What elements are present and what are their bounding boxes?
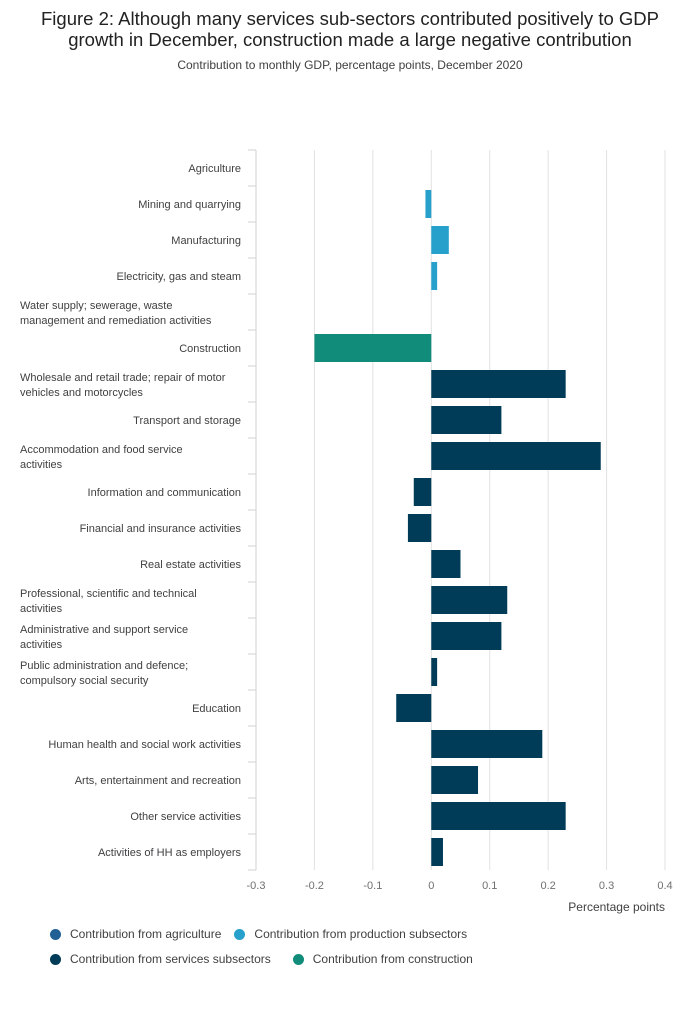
- bar-10: [407, 514, 432, 542]
- x-tick-label: -0.1: [363, 880, 382, 892]
- category-label: management and remediation activities: [20, 315, 212, 327]
- bar-13: [431, 622, 502, 650]
- x-tick-label: -0.3: [247, 880, 266, 892]
- category-label: Public administration and defence;: [20, 660, 188, 672]
- category-label: Agriculture: [188, 163, 241, 175]
- category-label: activities: [20, 603, 63, 615]
- legend-label-services: Contribution from services subsectors: [70, 952, 271, 966]
- category-label: Information and communication: [88, 487, 241, 499]
- bar-15: [396, 694, 432, 722]
- legend-swatch-construction: [292, 953, 304, 965]
- legend-item-production: Contribution from production subsectors: [234, 927, 467, 941]
- bar-7: [431, 406, 502, 434]
- x-tick-label: 0.2: [540, 880, 555, 892]
- category-label: Construction: [179, 343, 241, 355]
- legend-row-1: Contribution from agriculture Contributi…: [50, 927, 477, 941]
- legend-swatch-services: [50, 953, 61, 965]
- x-tick-label: 0.3: [599, 880, 614, 892]
- category-label: Accommodation and food service: [20, 444, 183, 456]
- legend-label-construction: Contribution from construction: [312, 952, 473, 966]
- category-label: Education: [192, 703, 241, 715]
- category-label: compulsory social security: [20, 675, 149, 687]
- bar-17: [431, 766, 479, 794]
- chart-subtitle: Contribution to monthly GDP, percentage …: [177, 58, 523, 72]
- legend-label-production: Contribution from production subsectors: [254, 927, 468, 941]
- bar-1: [425, 190, 432, 218]
- category-label: Administrative and support service: [20, 624, 188, 636]
- bar-16: [431, 730, 543, 758]
- chart-title: Figure 2: Although many services sub-sec…: [10, 8, 690, 50]
- bar-6: [431, 370, 566, 398]
- bar-19: [431, 838, 443, 866]
- category-label: Professional, scientific and technical: [20, 588, 197, 600]
- bar-18: [431, 802, 566, 830]
- legend-item-services: Contribution from services subsectors: [50, 952, 271, 966]
- bar-14: [431, 658, 438, 686]
- bar-9: [413, 478, 432, 506]
- category-label: Transport and storage: [133, 415, 241, 427]
- category-label: Manufacturing: [171, 235, 241, 247]
- category-label: Mining and quarrying: [138, 199, 241, 211]
- legend-swatch-agriculture: [50, 928, 61, 940]
- category-label: activities: [20, 639, 63, 651]
- category-label: Human health and social work activities: [48, 739, 241, 751]
- category-label: Activities of HH as employers: [98, 847, 242, 859]
- category-label: vehicles and motorcycles: [20, 387, 143, 399]
- legend-item-agriculture: Contribution from agriculture: [50, 927, 221, 941]
- legend-item-construction: Contribution from construction: [292, 952, 473, 966]
- category-label: Other service activities: [130, 811, 241, 823]
- x-tick-label: -0.2: [305, 880, 324, 892]
- bar-11: [431, 550, 461, 578]
- chart-title-line-1: Figure 2: Although many services sub-sec…: [41, 8, 659, 29]
- category-label: activities: [20, 459, 63, 471]
- x-axis-title: Percentage points: [568, 900, 665, 914]
- bar-12: [431, 586, 508, 614]
- category-label: Real estate activities: [140, 559, 241, 571]
- legend-label-agriculture: Contribution from agriculture: [70, 927, 222, 941]
- bar-5: [314, 334, 432, 362]
- category-label: Financial and insurance activities: [80, 523, 242, 535]
- x-tick-label: 0: [428, 880, 434, 892]
- bar-8: [431, 442, 601, 470]
- bar-3: [431, 262, 438, 290]
- legend-swatch-production: [234, 928, 246, 940]
- category-label: Electricity, gas and steam: [116, 271, 241, 283]
- x-tick-label: 0.1: [482, 880, 497, 892]
- category-label: Arts, entertainment and recreation: [75, 775, 241, 787]
- bar-2: [431, 226, 449, 254]
- x-tick-label: 0.4: [657, 880, 672, 892]
- chart-title-line-2: growth in December, construction made a …: [68, 29, 632, 50]
- legend-row-2: Contribution from services subsectors Co…: [50, 952, 483, 966]
- category-label: Water supply; sewerage, waste: [20, 300, 172, 312]
- category-label: Wholesale and retail trade; repair of mo…: [20, 372, 226, 384]
